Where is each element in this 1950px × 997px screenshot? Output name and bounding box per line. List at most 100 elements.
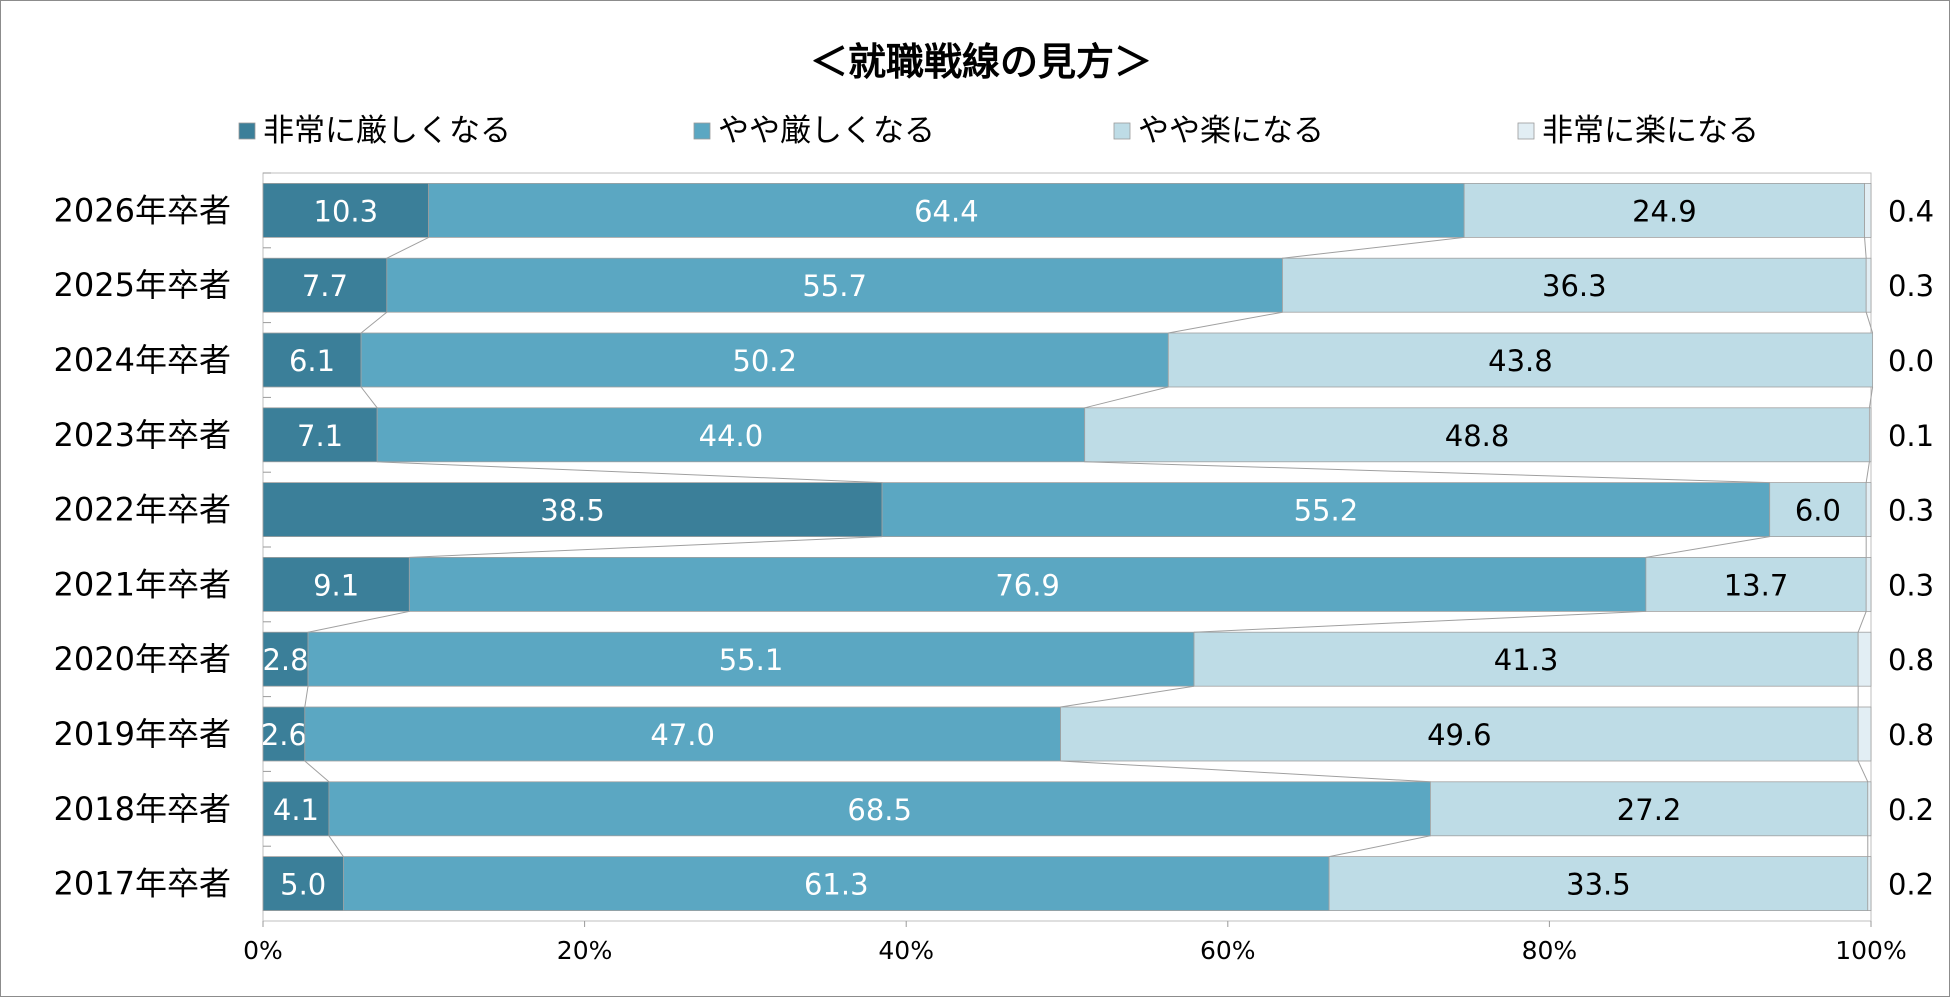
data-label: 68.5	[847, 793, 912, 827]
data-label: 5.0	[280, 868, 326, 902]
data-label: 0.1	[1888, 419, 1934, 453]
data-label: 49.6	[1427, 718, 1492, 752]
series-line	[1084, 461, 1770, 484]
legend-label: やや楽になる	[1138, 113, 1324, 149]
category-label: 2024年卒者	[54, 341, 231, 379]
data-label: 7.1	[297, 419, 343, 453]
bar-segment	[1328, 856, 1869, 911]
bar-segment	[1867, 856, 1872, 911]
data-label: 55.2	[1294, 494, 1359, 528]
bar-segment	[262, 781, 330, 837]
bar-segment	[328, 781, 1431, 837]
series-line	[328, 835, 344, 857]
data-label: 2.8	[262, 643, 308, 677]
bar-segment	[262, 332, 362, 388]
bar-segment	[1868, 407, 1872, 463]
data-label: 0.8	[1888, 643, 1934, 677]
series-line	[1168, 311, 1283, 334]
series-line	[386, 236, 429, 259]
data-label: 4.1	[273, 793, 319, 827]
data-label: 50.2	[732, 344, 797, 378]
bar-segment	[262, 407, 378, 463]
series-line	[304, 760, 330, 783]
data-label: 7.7	[302, 269, 348, 303]
bar-segment	[1060, 706, 1859, 762]
data-label: 38.5	[540, 494, 605, 528]
bar-segment	[1857, 706, 1872, 762]
x-axis: 0% 20% 40% 60% 80% 100%	[243, 921, 1907, 965]
bar-segment	[262, 182, 430, 238]
x-tick-label: 60%	[1200, 936, 1256, 965]
data-label: 0.3	[1888, 269, 1934, 303]
data-label: 6.0	[1795, 494, 1841, 528]
bar-segment	[342, 856, 1330, 911]
legend-swatch	[693, 122, 711, 140]
category-label: 2019年卒者	[54, 715, 231, 753]
bar-segment	[1864, 182, 1872, 238]
category-label: 2021年卒者	[54, 565, 231, 603]
bar-segment	[881, 482, 1771, 538]
bar-segment	[1463, 182, 1865, 238]
data-label: 0.8	[1888, 718, 1934, 752]
category-label: 2017年卒者	[54, 865, 231, 903]
series-line	[1645, 536, 1770, 558]
legend: 非常に厳しくなる やや厳しくなる やや楽になる 非常に楽になる	[238, 113, 1759, 149]
series-line	[1864, 237, 1867, 259]
data-label: 0.4	[1888, 194, 1934, 228]
category-label: 2018年卒者	[54, 790, 231, 828]
series-line	[1865, 461, 1870, 483]
bar-segment	[386, 257, 1283, 313]
data-label: 76.9	[995, 568, 1060, 602]
bar-segment	[408, 557, 1647, 612]
bar-segment	[262, 257, 388, 313]
data-label: 9.1	[313, 568, 359, 602]
legend-label: 非常に厳しくなる	[263, 113, 511, 149]
data-label: 61.3	[804, 868, 869, 902]
category-label: 2026年卒者	[54, 191, 231, 229]
data-label: 48.8	[1445, 419, 1510, 453]
legend-item: 非常に厳しくなる	[238, 113, 511, 149]
series-line	[1865, 312, 1874, 334]
bar-segment	[376, 407, 1086, 463]
legend-label: やや厳しくなる	[718, 113, 935, 149]
bar-segment	[262, 631, 309, 687]
bar-segment	[1865, 482, 1872, 538]
data-label: 10.3	[314, 194, 379, 228]
series-line	[1857, 760, 1869, 783]
series-line	[1084, 386, 1169, 409]
x-tick-label: 80%	[1522, 936, 1578, 965]
legend-swatch	[1517, 122, 1535, 140]
data-label: 0.0	[1888, 344, 1934, 378]
data-label: 6.1	[289, 344, 335, 378]
category-label: 2025年卒者	[54, 266, 231, 304]
data-label: 41.3	[1494, 643, 1559, 677]
bar-segment	[262, 557, 410, 612]
bar-segment	[360, 332, 1169, 388]
bar-segment	[304, 706, 1061, 762]
bar-segment	[1857, 631, 1872, 687]
data-label: 55.7	[802, 269, 867, 303]
legend-item: やや厳しくなる	[693, 113, 935, 149]
bar-segment	[1084, 407, 1870, 463]
data-label: 43.8	[1488, 344, 1553, 378]
data-label: 0.3	[1888, 568, 1934, 602]
bar-segment	[1193, 631, 1859, 687]
bar-segment	[1865, 557, 1872, 612]
series-line	[409, 536, 883, 558]
bar-segment	[1865, 257, 1872, 313]
bar-segment	[1769, 482, 1867, 538]
data-label: 0.3	[1888, 494, 1934, 528]
series-line	[360, 311, 388, 334]
data-label: 27.2	[1617, 793, 1682, 827]
x-tick-label: 40%	[878, 936, 934, 965]
bar-segment	[1282, 257, 1867, 313]
data-label: 47.0	[650, 718, 715, 752]
x-tick-label: 20%	[557, 936, 613, 965]
bar-segment	[262, 706, 306, 762]
category-label: 2020年卒者	[54, 640, 231, 678]
plot-area: 2026年卒者 10.3 64.4 24.9 0.4 2025年卒者 7.7 55.7 36.3…	[54, 172, 1934, 922]
series-line	[1329, 835, 1431, 858]
data-label: 64.4	[914, 194, 979, 228]
